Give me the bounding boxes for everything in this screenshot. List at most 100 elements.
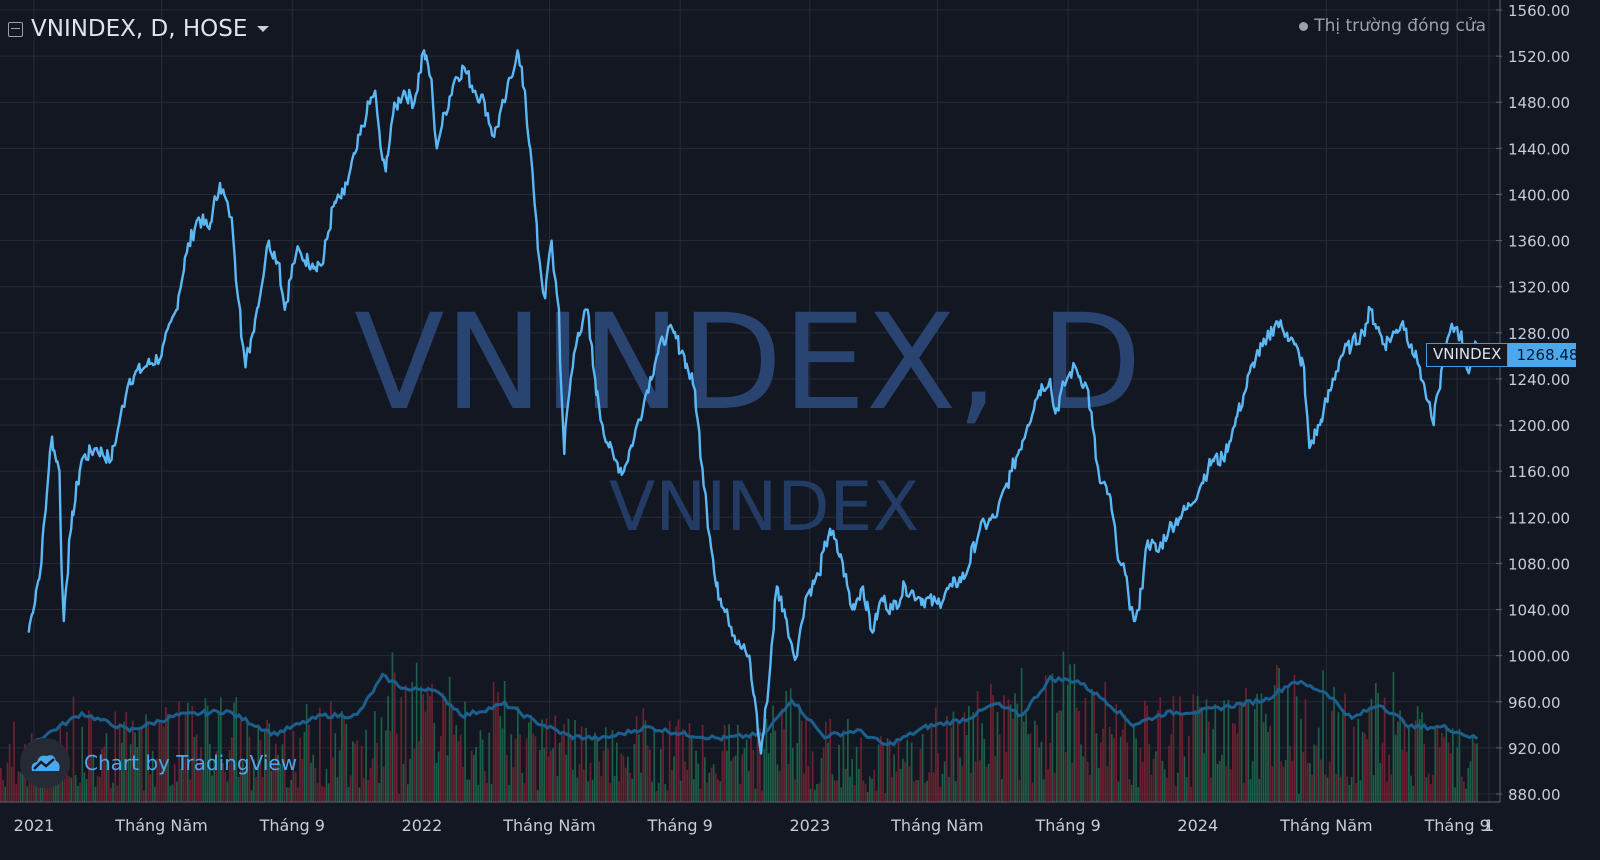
volume-bar bbox=[523, 783, 526, 802]
volume-bar bbox=[1438, 747, 1441, 802]
volume-bar bbox=[613, 775, 616, 802]
volume-bar bbox=[972, 712, 975, 802]
volume-bar bbox=[415, 662, 418, 802]
volume-bar bbox=[809, 788, 812, 802]
volume-bar bbox=[334, 733, 337, 802]
volume-bar bbox=[1342, 713, 1344, 802]
volume-bar bbox=[356, 740, 359, 802]
y-tick-label: 1480.00 bbox=[1508, 94, 1570, 112]
volume-bar bbox=[37, 783, 40, 802]
volume-bar bbox=[1322, 670, 1324, 802]
grid-lines bbox=[0, 0, 1496, 802]
y-axis[interactable]: 880.00 920.00 960.00 1000.00 1040.00 1080.00 1… bbox=[1496, 0, 1570, 804]
volume-bar bbox=[877, 744, 880, 802]
volume-bar bbox=[721, 750, 724, 802]
volume-bar bbox=[937, 753, 939, 802]
volume-bar bbox=[1036, 725, 1038, 802]
volume-bar bbox=[574, 720, 576, 802]
volume-bar bbox=[4, 786, 7, 802]
volume-bar bbox=[1060, 710, 1063, 802]
volume-bar bbox=[816, 784, 818, 802]
volume-bar bbox=[1236, 733, 1239, 802]
volume-bar bbox=[1271, 766, 1274, 802]
volume-bar bbox=[1126, 742, 1129, 802]
volume-bar bbox=[426, 686, 429, 802]
volume-bar bbox=[965, 735, 968, 802]
volume-bar bbox=[182, 754, 185, 802]
volume-bar bbox=[72, 696, 75, 802]
volume-bar bbox=[1381, 742, 1384, 802]
chart-header[interactable]: VNINDEX, D, HOSE bbox=[8, 14, 270, 44]
volume-bar bbox=[521, 773, 524, 802]
volume-bar bbox=[849, 776, 851, 802]
volume-bar bbox=[1357, 718, 1360, 802]
y-tick-label: 1520.00 bbox=[1508, 48, 1570, 66]
volume-bar bbox=[594, 732, 596, 802]
volume-bar bbox=[752, 750, 755, 802]
volume-bar bbox=[684, 761, 686, 802]
volume-bar bbox=[1304, 699, 1307, 802]
volume-bar bbox=[635, 715, 638, 802]
volume-bar bbox=[352, 741, 354, 802]
volume-bar bbox=[1177, 772, 1179, 802]
volume-bar bbox=[539, 750, 541, 802]
volume-bar bbox=[149, 774, 152, 802]
chevron-down-icon[interactable] bbox=[257, 26, 270, 32]
volume-bar bbox=[26, 786, 29, 802]
volume-bar bbox=[499, 716, 502, 802]
volume-bar bbox=[1331, 710, 1333, 802]
tradingview-credit[interactable]: Chart by TradingView bbox=[84, 751, 298, 775]
volume-bar bbox=[198, 769, 200, 802]
volume-bar bbox=[690, 736, 693, 802]
volume-bar bbox=[15, 784, 18, 802]
volume-bar bbox=[1170, 733, 1173, 802]
volume-bar bbox=[1034, 720, 1036, 802]
volume-bar bbox=[935, 707, 937, 802]
volume-bar bbox=[926, 780, 928, 802]
volume-bar bbox=[1146, 705, 1148, 802]
volume-bar bbox=[314, 768, 317, 802]
volume-bar bbox=[1122, 729, 1124, 802]
volume-bar bbox=[602, 750, 605, 802]
volume-bar bbox=[609, 783, 612, 802]
volume-bar bbox=[723, 725, 726, 802]
volume-bar bbox=[1315, 745, 1318, 802]
volume-bar bbox=[253, 759, 255, 802]
volume-bar bbox=[303, 731, 306, 802]
volume-bar bbox=[440, 736, 442, 802]
volume-bar bbox=[536, 790, 539, 802]
volume-bar bbox=[391, 652, 394, 802]
volume-bar bbox=[398, 794, 400, 802]
volume-bar bbox=[1172, 695, 1175, 802]
volume-bar bbox=[400, 696, 403, 802]
volume-bar bbox=[422, 694, 425, 802]
volume-bar bbox=[1463, 781, 1465, 802]
volume-bar bbox=[664, 784, 667, 802]
x-axis[interactable]: 2021 Tháng Năm Tháng 9 2022 Tháng Năm Tháng 9… bbox=[0, 801, 1500, 835]
volume-bar bbox=[380, 717, 383, 802]
volume-bar bbox=[404, 685, 407, 802]
volume-bar bbox=[1353, 726, 1355, 802]
status-dot-icon bbox=[1299, 21, 1309, 31]
tradingview-badge[interactable]: Chart by TradingView bbox=[20, 738, 297, 788]
collapse-icon[interactable] bbox=[8, 21, 23, 37]
volume-bar bbox=[1320, 759, 1322, 802]
volume-bar bbox=[739, 783, 741, 802]
volume-bar bbox=[1227, 699, 1230, 802]
volume-bar bbox=[0, 767, 2, 802]
volume-bar bbox=[448, 676, 451, 802]
volume-bar bbox=[1097, 767, 1100, 802]
volume-bar bbox=[501, 728, 504, 802]
volume-bar bbox=[1199, 706, 1201, 802]
volume-bar bbox=[222, 763, 224, 802]
volume-bar bbox=[138, 729, 141, 802]
symbol-title[interactable]: VNINDEX, D, HOSE bbox=[31, 16, 248, 42]
volume-bar bbox=[587, 781, 590, 802]
volume-bar bbox=[728, 724, 730, 802]
y-tick-label: 1360.00 bbox=[1508, 233, 1570, 251]
volume-bar bbox=[1009, 704, 1012, 802]
volume-bar bbox=[1309, 763, 1311, 802]
volume-bar bbox=[105, 733, 108, 802]
volume-bar bbox=[1058, 710, 1060, 802]
